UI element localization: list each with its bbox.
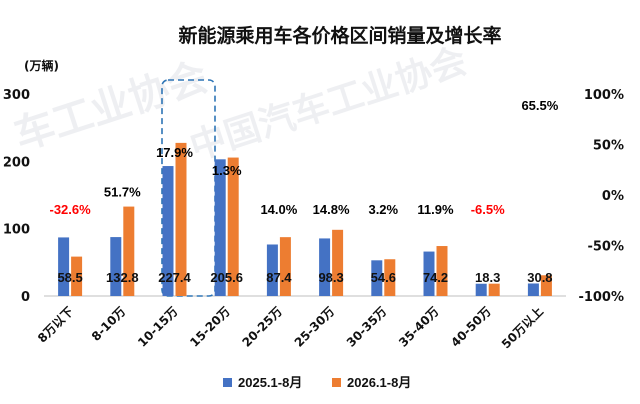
category-label: 40-50万 — [448, 304, 494, 350]
legend-label-2025: 2025.1-8月 — [238, 375, 302, 390]
y-axis-right: 100% 50% 0% -50% -100% — [578, 88, 624, 305]
bar-2026 — [175, 142, 187, 296]
bar-2026 — [384, 259, 396, 296]
bar-2025 — [371, 260, 383, 296]
legend-swatch-2026 — [332, 378, 341, 387]
bar-2026 — [540, 275, 552, 296]
bar-2025 — [162, 166, 174, 296]
value-label: 132.8 — [106, 270, 139, 285]
value-label: 98.3 — [318, 270, 343, 285]
growth-rate-label: 17.9% — [156, 145, 193, 160]
legend: 2025.1-8月 2026.1-8月 — [223, 375, 411, 390]
category-label: 15-20万 — [187, 304, 233, 350]
growth-rate-label: 65.5% — [521, 98, 558, 113]
category-label: 8万以下 — [35, 304, 76, 345]
svg-text:中国汽车工业协会: 中国汽车工业协会 — [185, 41, 472, 169]
category-label: 50万以上 — [498, 304, 546, 352]
value-label: 205.6 — [210, 270, 243, 285]
chart-title: 新能源乘用车各价格区间销量及增长率 — [178, 24, 501, 47]
y2-tick-label: 0% — [602, 189, 624, 204]
bar-2025 — [110, 237, 122, 296]
growth-rate-label: 3.2% — [368, 202, 398, 217]
y-tick-label: 100 — [3, 223, 30, 238]
value-labels: 58.5 132.8 227.4 205.6 87.4 98.3 54.6 74.2 18.3 3… — [57, 270, 552, 285]
value-label: 58.5 — [57, 270, 82, 285]
growth-rate-label: 1.3% — [212, 163, 242, 178]
watermark: 车工业协会 中国汽车工业协会 — [9, 41, 472, 169]
growth-rate-label: -32.6% — [49, 202, 91, 217]
y2-tick-label: 50% — [593, 139, 624, 154]
bar-2026 — [436, 246, 448, 296]
value-label: 54.6 — [371, 270, 396, 285]
y-axis-left: 0 100 200 300 — [3, 88, 30, 305]
bar-2025 — [423, 251, 435, 296]
category-label: 35-40万 — [396, 304, 442, 350]
bar-2025 — [266, 244, 278, 296]
category-label: 30-35万 — [344, 304, 390, 350]
category-label: 10-15万 — [135, 304, 181, 350]
growth-rate-label: 51.7% — [104, 185, 141, 200]
growth-rate-labels: -32.6% 51.7% 17.9% 1.3% 14.0% 14.8% 3.2% 11.9% -… — [49, 98, 558, 217]
category-label: 25-30万 — [292, 304, 338, 350]
y-tick-label: 200 — [3, 155, 30, 170]
bar-2026 — [279, 237, 291, 296]
growth-rate-label: 14.8% — [313, 202, 350, 217]
category-label: 20-25万 — [239, 304, 285, 350]
bar-2025 — [475, 283, 487, 296]
value-label: 227.4 — [158, 270, 191, 285]
legend-label-2026: 2026.1-8月 — [347, 375, 411, 390]
growth-rate-label: 11.9% — [417, 202, 454, 217]
value-label: 74.2 — [423, 270, 448, 285]
y-tick-label: 0 — [21, 290, 30, 305]
value-label: 30.8 — [527, 270, 552, 285]
growth-rate-label: -6.5% — [471, 202, 505, 217]
y2-tick-label: 100% — [584, 88, 624, 103]
y-axis-unit: (万辆) — [24, 58, 59, 73]
bar-2026 — [332, 229, 344, 296]
legend-swatch-2025 — [223, 378, 232, 387]
value-label: 18.3 — [475, 270, 500, 285]
y2-tick-label: -100% — [578, 290, 624, 305]
growth-rate-label: 14.0% — [260, 202, 297, 217]
bar-2026 — [488, 283, 500, 296]
bar-2026 — [71, 256, 83, 296]
category-labels: 8万以下 8-10万 10-15万 15-20万 20-25万 25-30万 30-35万 3… — [35, 304, 546, 352]
bar-2025 — [319, 238, 331, 296]
bar-2025 — [58, 237, 70, 296]
bar-2026 — [227, 157, 239, 296]
bar-2026 — [123, 206, 135, 296]
bars — [58, 142, 552, 296]
y2-tick-label: -50% — [587, 240, 624, 255]
value-label: 87.4 — [266, 270, 292, 285]
y-tick-label: 300 — [3, 88, 30, 103]
category-label: 8-10万 — [89, 304, 129, 344]
bar-2025 — [214, 159, 226, 296]
bar-2025 — [527, 283, 539, 296]
